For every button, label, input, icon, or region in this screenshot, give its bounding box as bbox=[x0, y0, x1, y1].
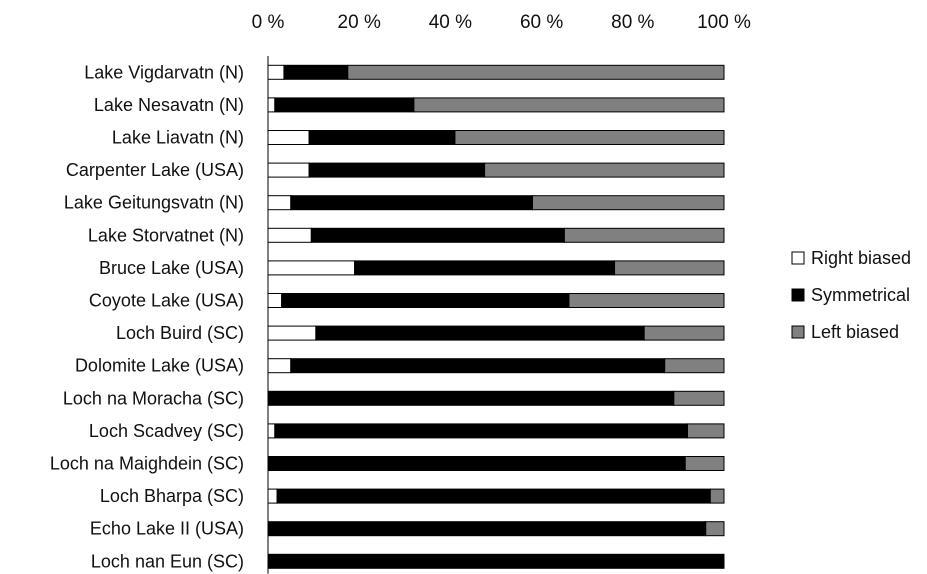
legend-item: Right biased bbox=[791, 248, 911, 268]
bar-row bbox=[267, 97, 725, 113]
category-label: Lake Storvatnet (N) bbox=[88, 225, 244, 245]
bar-segment-left-biased bbox=[709, 488, 725, 504]
bar-segment-left-biased bbox=[614, 260, 725, 276]
bar-segment-left-biased bbox=[664, 358, 725, 374]
legend-item: Left biased bbox=[791, 322, 899, 342]
bar-row bbox=[267, 64, 725, 80]
bar-segment-right-biased bbox=[267, 227, 312, 243]
bar-segment-left-biased bbox=[347, 64, 725, 80]
x-tick-label: 80 % bbox=[611, 12, 654, 33]
category-label: Loch Buird (SC) bbox=[116, 323, 244, 343]
bar-segment-right-biased bbox=[267, 293, 283, 308]
bar-segment-symmetrical bbox=[308, 130, 456, 145]
bar-segment-right-biased bbox=[267, 325, 317, 341]
bar-segment-left-biased bbox=[484, 162, 725, 178]
bar-segment-right-biased bbox=[267, 423, 276, 439]
legend: Right biased Symmetrical Left biased bbox=[791, 248, 911, 342]
bar-segment-left-biased bbox=[454, 130, 725, 145]
bar-row bbox=[267, 195, 725, 211]
category-label: Echo Lake II (USA) bbox=[90, 519, 244, 539]
category-label: Carpenter Lake (USA) bbox=[66, 160, 244, 180]
category-label: Lake Vigdarvatn (N) bbox=[84, 62, 244, 82]
category-label: Coyote Lake (USA) bbox=[89, 291, 244, 311]
x-tick-label: 100 % bbox=[697, 12, 751, 33]
bar-row bbox=[267, 521, 725, 537]
category-label: Lake Geitungsvatn (N) bbox=[64, 193, 244, 213]
bar-row bbox=[267, 293, 725, 308]
bar-segment-right-biased bbox=[267, 64, 285, 80]
bars bbox=[267, 64, 725, 569]
bar-segment-symmetrical bbox=[315, 325, 645, 341]
category-label: Loch na Moracha (SC) bbox=[63, 388, 244, 408]
bar-segment-right-biased bbox=[267, 130, 310, 145]
bar-segment-right-biased bbox=[267, 358, 292, 374]
bar-row bbox=[267, 325, 725, 341]
bar-segment-left-biased bbox=[531, 195, 725, 211]
x-tick-label: 40 % bbox=[429, 12, 472, 33]
legend-item: Symmetrical bbox=[791, 285, 910, 305]
bar-row bbox=[267, 260, 725, 276]
bar-segment-left-biased bbox=[568, 293, 725, 308]
bar-row bbox=[267, 390, 725, 406]
bar-segment-symmetrical bbox=[276, 488, 711, 504]
bar-row bbox=[267, 553, 725, 569]
category-labels: Lake Vigdarvatn (N) Lake Nesavatn (N) Lake… bbox=[50, 62, 244, 571]
category-label: Loch Scadvey (SC) bbox=[89, 421, 244, 441]
legend-swatch bbox=[791, 288, 805, 302]
x-tick-label: 20 % bbox=[338, 12, 381, 33]
x-axis-tick-labels: 0 % 20 % 40 % 60 % 80 % 100 % bbox=[252, 12, 751, 33]
bar-segment-symmetrical bbox=[308, 162, 486, 178]
category-label: Loch nan Eun (SC) bbox=[91, 551, 244, 571]
bar-segment-left-biased bbox=[643, 325, 725, 341]
bar-row bbox=[267, 456, 725, 471]
bar-row bbox=[267, 162, 725, 178]
category-label: Lake Nesavatn (N) bbox=[94, 95, 244, 115]
category-label: Loch na Maighdein (SC) bbox=[50, 454, 244, 474]
category-label: Loch Bharpa (SC) bbox=[100, 486, 244, 506]
bar-segment-symmetrical bbox=[274, 423, 689, 439]
bar-segment-symmetrical bbox=[281, 293, 570, 308]
legend-swatch bbox=[791, 251, 805, 265]
bar-segment-left-biased bbox=[687, 423, 725, 439]
bar-segment-left-biased bbox=[563, 227, 725, 243]
legend-swatch bbox=[791, 325, 805, 339]
category-label: Bruce Lake (USA) bbox=[99, 258, 244, 278]
bar-segment-right-biased bbox=[267, 488, 278, 504]
bar-segment-symmetrical bbox=[310, 227, 565, 243]
bar-segment-symmetrical bbox=[283, 64, 349, 80]
legend-label: Right biased bbox=[811, 248, 911, 268]
bar-segment-left-biased bbox=[705, 521, 725, 537]
bar-segment-left-biased bbox=[673, 390, 725, 406]
bar-row bbox=[267, 488, 725, 504]
x-tick-label: 60 % bbox=[520, 12, 563, 33]
bar-segment-right-biased bbox=[267, 162, 310, 178]
bar-segment-symmetrical bbox=[267, 521, 707, 537]
bar-row bbox=[267, 358, 725, 374]
bar-segment-symmetrical bbox=[290, 195, 533, 211]
bar-segment-left-biased bbox=[413, 97, 725, 113]
legend-label: Symmetrical bbox=[811, 285, 910, 305]
bar-segment-right-biased bbox=[267, 260, 356, 276]
bar-segment-symmetrical bbox=[274, 97, 415, 113]
bar-segment-symmetrical bbox=[267, 390, 675, 406]
bar-segment-symmetrical bbox=[267, 456, 686, 471]
bar-segment-right-biased bbox=[267, 97, 276, 113]
bar-row bbox=[267, 227, 725, 243]
category-label: Lake Liavatn (N) bbox=[112, 128, 244, 148]
bar-segment-symmetrical bbox=[354, 260, 616, 276]
bar-segment-right-biased bbox=[267, 195, 292, 211]
bar-row bbox=[267, 130, 725, 145]
category-label: Dolomite Lake (USA) bbox=[75, 356, 244, 376]
bar-segment-symmetrical bbox=[267, 553, 725, 569]
bar-segment-symmetrical bbox=[290, 358, 666, 374]
bar-segment-left-biased bbox=[684, 456, 725, 471]
legend-label: Left biased bbox=[811, 322, 899, 342]
bar-row bbox=[267, 423, 725, 439]
x-tick-label: 0 % bbox=[252, 12, 285, 33]
